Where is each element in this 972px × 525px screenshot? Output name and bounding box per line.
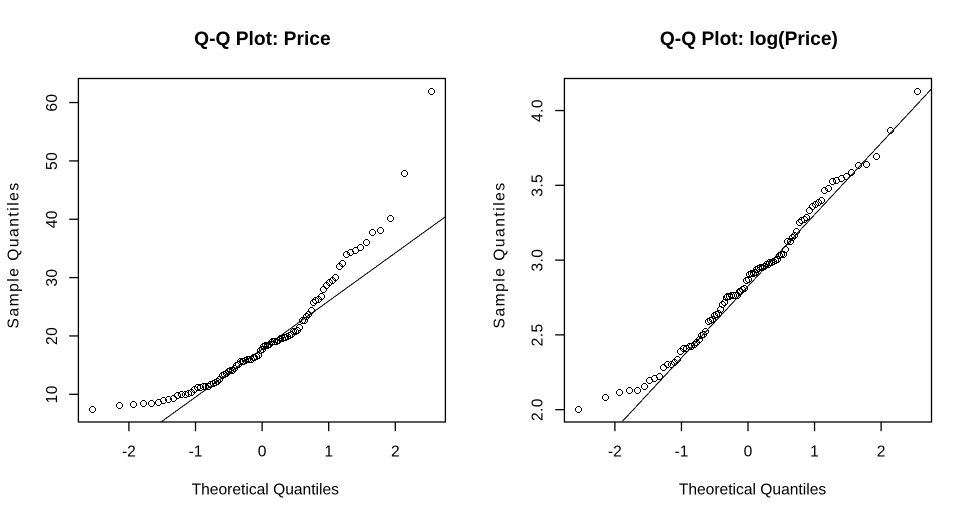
svg-text:-1: -1: [675, 444, 689, 461]
svg-text:Q-Q Plot: log(Price): Q-Q Plot: log(Price): [660, 29, 838, 50]
svg-text:-2: -2: [122, 444, 136, 461]
svg-text:40: 40: [44, 210, 61, 228]
svg-text:-2: -2: [608, 444, 622, 461]
svg-text:1: 1: [810, 444, 819, 461]
svg-text:10: 10: [44, 385, 61, 403]
svg-text:Theoretical Quantiles: Theoretical Quantiles: [192, 482, 340, 499]
svg-text:60: 60: [44, 94, 61, 112]
svg-text:Sample Quantiles: Sample Quantiles: [6, 181, 23, 328]
svg-text:1: 1: [324, 444, 333, 461]
svg-text:0: 0: [258, 444, 267, 461]
svg-text:Q-Q Plot: Price: Q-Q Plot: Price: [194, 29, 331, 50]
svg-text:50: 50: [44, 152, 61, 170]
svg-text:Theoretical Quantiles: Theoretical Quantiles: [679, 482, 827, 499]
svg-text:30: 30: [44, 269, 61, 287]
svg-text:3.5: 3.5: [530, 174, 547, 197]
svg-text:3.0: 3.0: [530, 249, 547, 272]
svg-text:2: 2: [877, 444, 886, 461]
svg-text:2: 2: [391, 444, 400, 461]
svg-text:4.0: 4.0: [530, 99, 547, 122]
svg-text:-1: -1: [189, 444, 203, 461]
svg-text:0: 0: [744, 444, 753, 461]
svg-text:2.0: 2.0: [530, 398, 547, 421]
svg-text:Sample Quantiles: Sample Quantiles: [492, 181, 509, 328]
svg-text:20: 20: [44, 327, 61, 345]
svg-text:2.5: 2.5: [530, 323, 547, 346]
